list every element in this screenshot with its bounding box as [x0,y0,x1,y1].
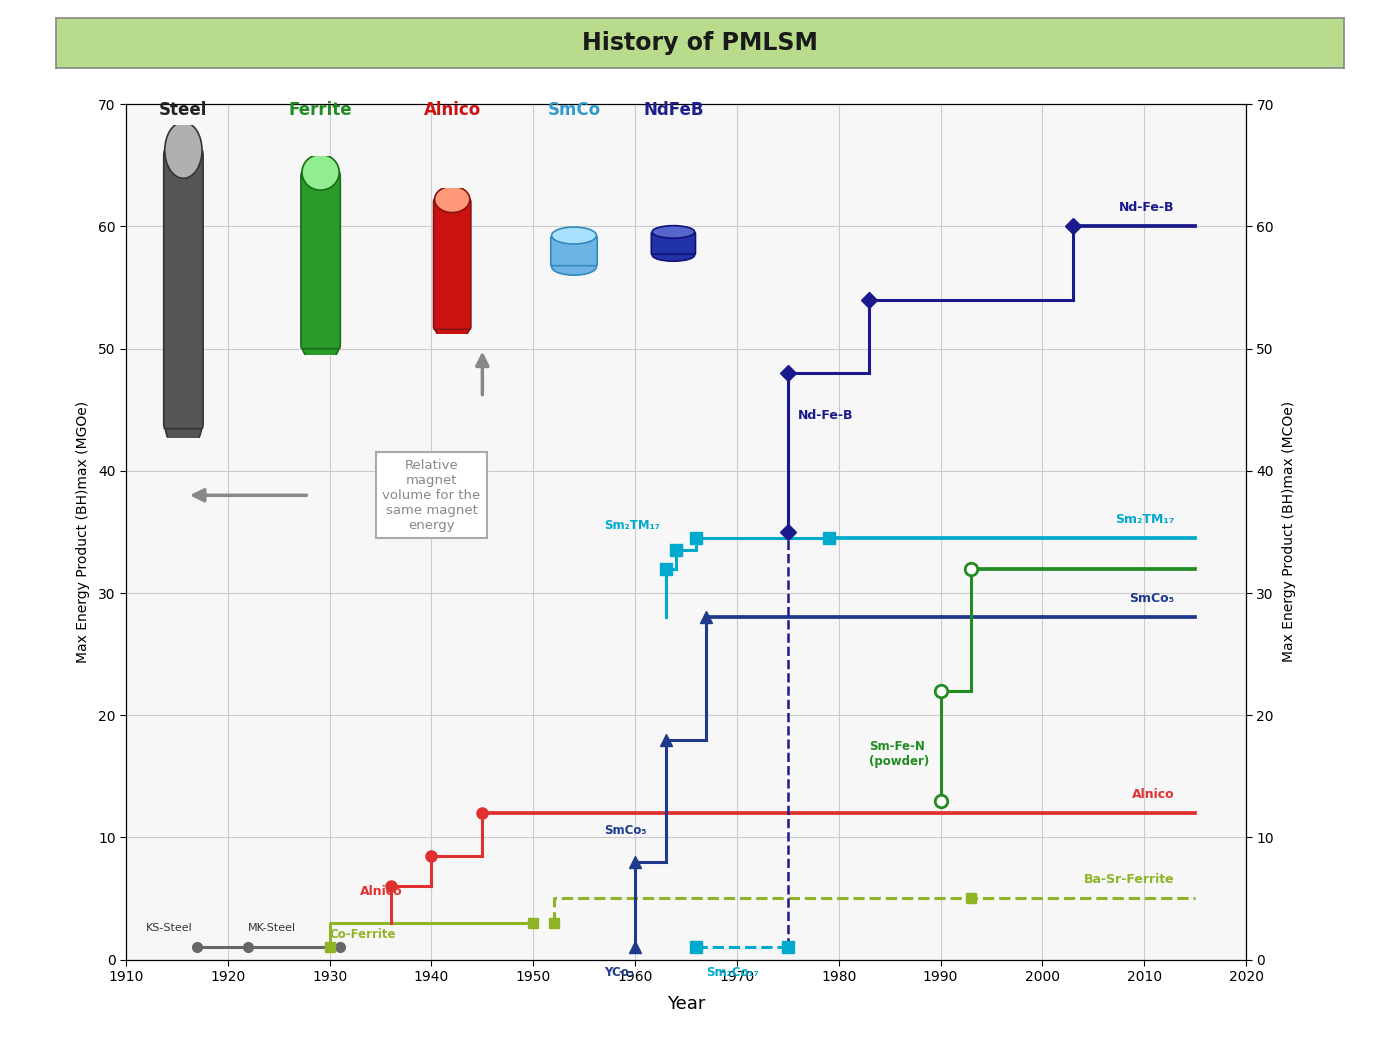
Text: MK-Steel: MK-Steel [248,923,297,932]
FancyBboxPatch shape [164,150,203,429]
Text: SmCo₅: SmCo₅ [1130,592,1175,605]
Text: YCo₅: YCo₅ [605,966,634,978]
Text: Alnico: Alnico [1133,787,1175,801]
Text: Steel: Steel [160,100,207,119]
Text: Sm₂TM₁₇: Sm₂TM₁₇ [1116,513,1175,526]
Text: Sm₂Co₁₇: Sm₂Co₁₇ [707,966,759,978]
Ellipse shape [652,248,694,261]
FancyBboxPatch shape [301,172,340,348]
X-axis label: Year: Year [666,995,706,1013]
Text: Sm-Fe-N
(powder): Sm-Fe-N (powder) [869,739,930,768]
Ellipse shape [434,313,470,340]
FancyBboxPatch shape [651,233,696,254]
Ellipse shape [165,122,202,178]
Text: History of PMLSM: History of PMLSM [582,30,818,55]
Text: Alnico: Alnico [424,100,480,119]
Text: Ferrite: Ferrite [288,100,353,119]
Ellipse shape [302,154,339,190]
Text: Nd-Fe-B: Nd-Fe-B [798,409,854,422]
Ellipse shape [434,187,470,213]
Text: Co-Ferrite: Co-Ferrite [329,928,396,941]
Ellipse shape [652,225,694,238]
Text: Alnico: Alnico [360,886,403,898]
FancyBboxPatch shape [434,199,470,330]
Text: SmCo: SmCo [547,100,601,119]
Y-axis label: Max Energy Product (BH)max (MGOe): Max Energy Product (BH)max (MGOe) [76,401,90,663]
Text: Nd-Fe-B: Nd-Fe-B [1119,201,1175,214]
Ellipse shape [552,259,596,275]
Text: NdFeB: NdFeB [643,100,704,119]
Ellipse shape [552,227,596,244]
Text: Ba-Sr-Ferrite: Ba-Sr-Ferrite [1084,873,1175,887]
Text: SmCo₅: SmCo₅ [605,824,647,838]
Y-axis label: Max Energy Product (BH)max (MCOe): Max Energy Product (BH)max (MCOe) [1282,402,1296,662]
Text: KS-Steel: KS-Steel [147,923,193,932]
FancyBboxPatch shape [550,237,598,266]
Text: Relative
magnet
volume for the
same magnet
energy: Relative magnet volume for the same magn… [382,459,480,532]
Ellipse shape [165,394,202,451]
Text: Sm₂TM₁₇: Sm₂TM₁₇ [605,519,661,532]
Ellipse shape [302,326,339,363]
